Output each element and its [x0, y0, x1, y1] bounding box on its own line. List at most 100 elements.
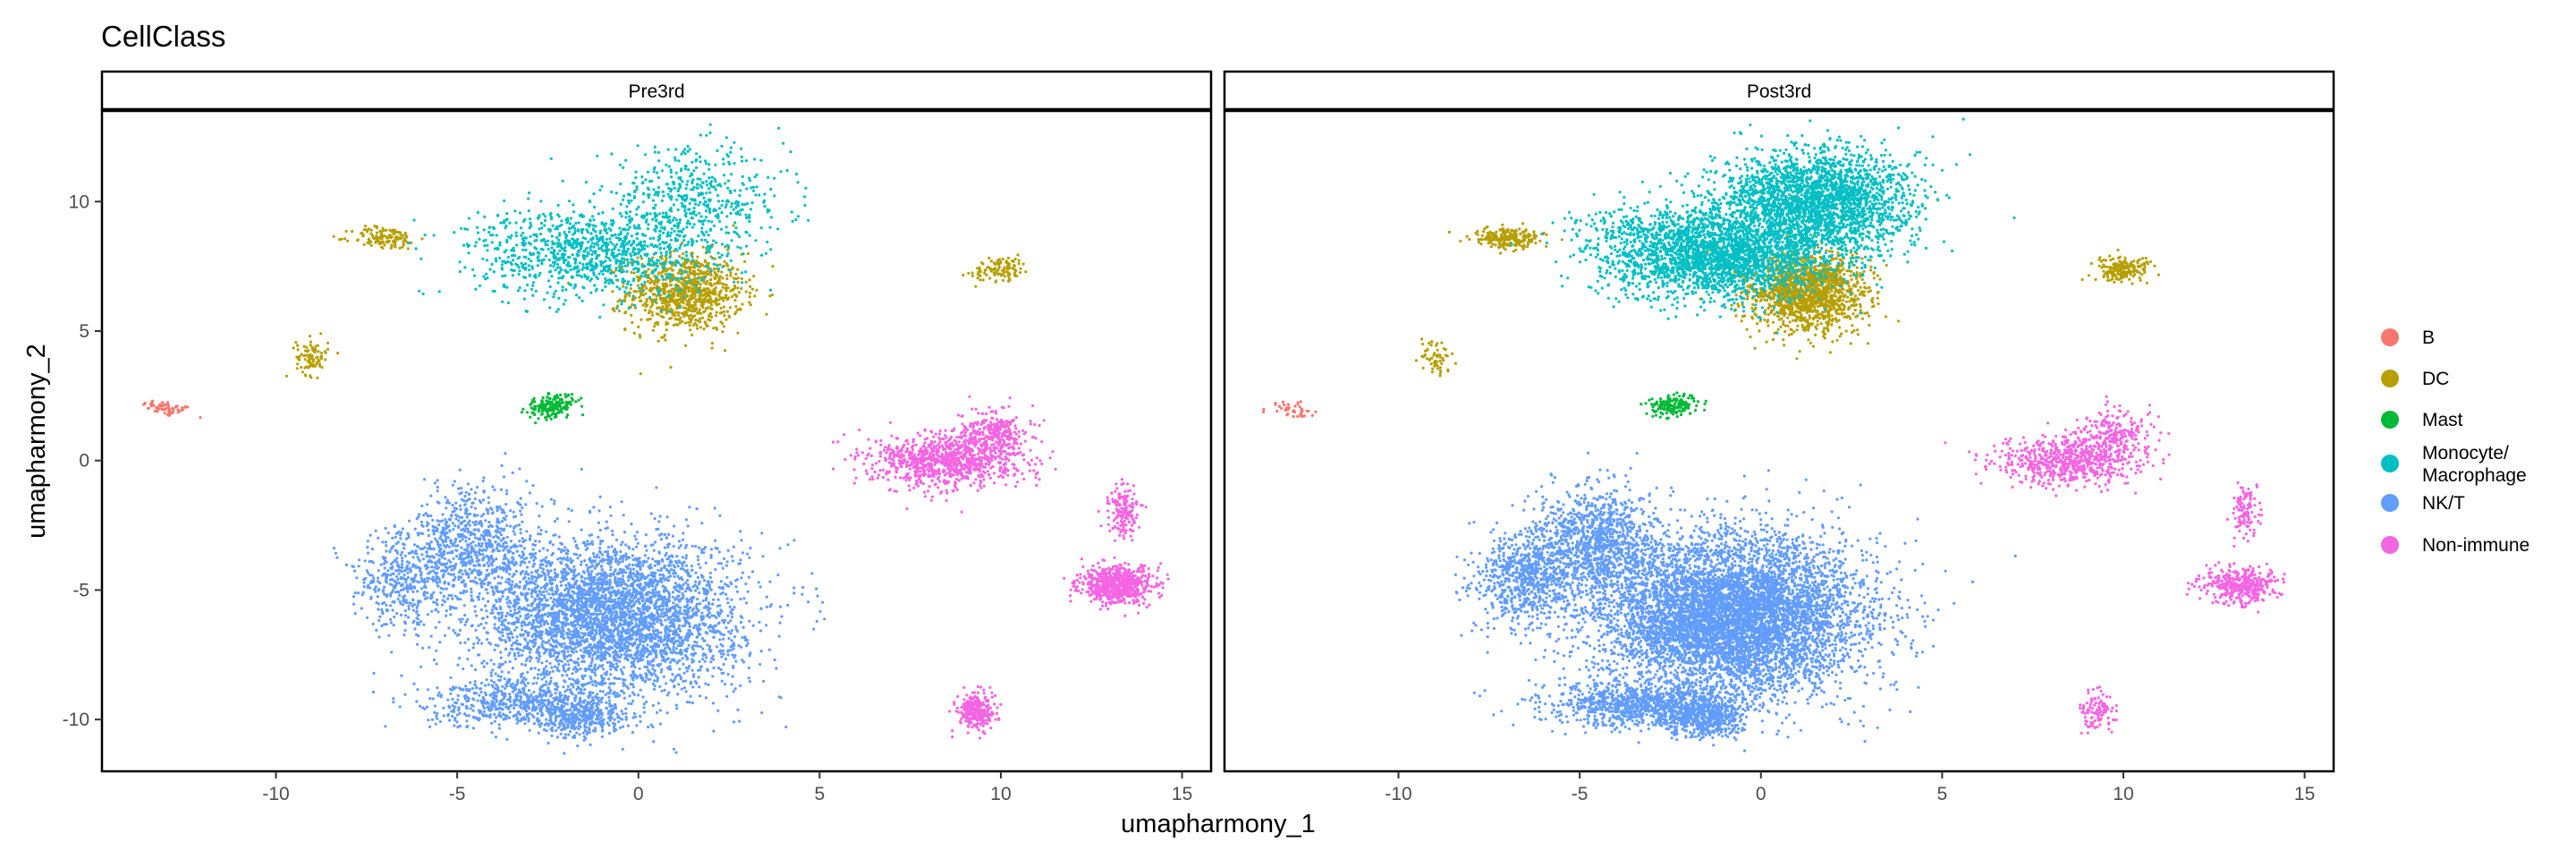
- point: [553, 249, 556, 252]
- point: [732, 545, 736, 549]
- point: [729, 211, 733, 216]
- point: [317, 350, 320, 353]
- point: [645, 299, 648, 303]
- point: [497, 618, 501, 623]
- point: [506, 301, 511, 304]
- point: [1017, 259, 1021, 262]
- point: [186, 405, 190, 409]
- point: [613, 310, 616, 313]
- point: [653, 517, 657, 521]
- point: [677, 159, 681, 163]
- point: [726, 650, 730, 653]
- point: [733, 221, 737, 225]
- point: [609, 565, 613, 569]
- point: [716, 193, 720, 197]
- point: [699, 200, 702, 204]
- point: [636, 268, 640, 271]
- point: [585, 563, 589, 567]
- point: [710, 342, 715, 345]
- point: [712, 729, 716, 733]
- point: [716, 251, 720, 255]
- point: [733, 231, 738, 234]
- point: [598, 495, 602, 498]
- point: [555, 401, 560, 404]
- point: [361, 234, 365, 238]
- point: [171, 406, 174, 410]
- point: [732, 690, 735, 693]
- point: [696, 597, 699, 601]
- point: [741, 636, 744, 640]
- point: [665, 234, 669, 238]
- point: [650, 310, 654, 314]
- point: [654, 203, 657, 207]
- point: [716, 562, 721, 566]
- point: [550, 234, 554, 238]
- point: [672, 313, 675, 317]
- point: [695, 152, 699, 156]
- point: [605, 246, 609, 250]
- point: [695, 259, 699, 263]
- point: [591, 683, 595, 687]
- point: [769, 216, 773, 219]
- point: [661, 211, 665, 215]
- point: [607, 226, 611, 230]
- point: [484, 238, 487, 242]
- point: [744, 244, 749, 248]
- point: [161, 404, 165, 408]
- point: [736, 210, 740, 214]
- point: [608, 237, 612, 241]
- point: [693, 310, 697, 313]
- point: [720, 144, 724, 148]
- point: [685, 302, 689, 306]
- point: [778, 605, 783, 608]
- point: [996, 260, 999, 264]
- point: [657, 191, 661, 194]
- point: [640, 564, 645, 567]
- point: [750, 201, 754, 205]
- point: [631, 548, 635, 551]
- point: [553, 292, 556, 295]
- point: [495, 234, 498, 237]
- point: [471, 646, 475, 650]
- point: [645, 275, 649, 278]
- point: [683, 167, 687, 171]
- point: [685, 597, 689, 601]
- point: [682, 285, 686, 289]
- point: [652, 549, 656, 552]
- point: [573, 285, 577, 288]
- point: [705, 656, 708, 659]
- point: [639, 372, 642, 376]
- point: [754, 193, 758, 197]
- point: [697, 268, 700, 272]
- point: [571, 253, 574, 257]
- point: [998, 272, 1002, 276]
- point: [558, 232, 562, 235]
- point: [677, 234, 681, 237]
- point: [673, 292, 676, 295]
- point: [721, 285, 724, 289]
- point: [680, 201, 683, 205]
- point: [671, 673, 674, 676]
- point: [692, 223, 696, 226]
- point: [620, 302, 623, 306]
- point: [695, 602, 699, 606]
- point: [676, 313, 681, 317]
- point: [987, 256, 991, 259]
- point: [683, 288, 687, 292]
- point: [677, 624, 682, 627]
- point: [625, 258, 630, 261]
- point: [721, 586, 724, 590]
- point: [691, 198, 695, 202]
- point: [524, 262, 528, 266]
- point: [538, 274, 541, 277]
- point: [720, 227, 724, 231]
- point: [559, 583, 564, 587]
- point: [593, 251, 597, 255]
- point: [698, 155, 702, 158]
- point: [657, 271, 661, 275]
- point: [567, 200, 572, 203]
- point: [566, 241, 570, 244]
- point: [488, 268, 492, 271]
- point: [569, 217, 573, 220]
- point: [716, 273, 719, 276]
